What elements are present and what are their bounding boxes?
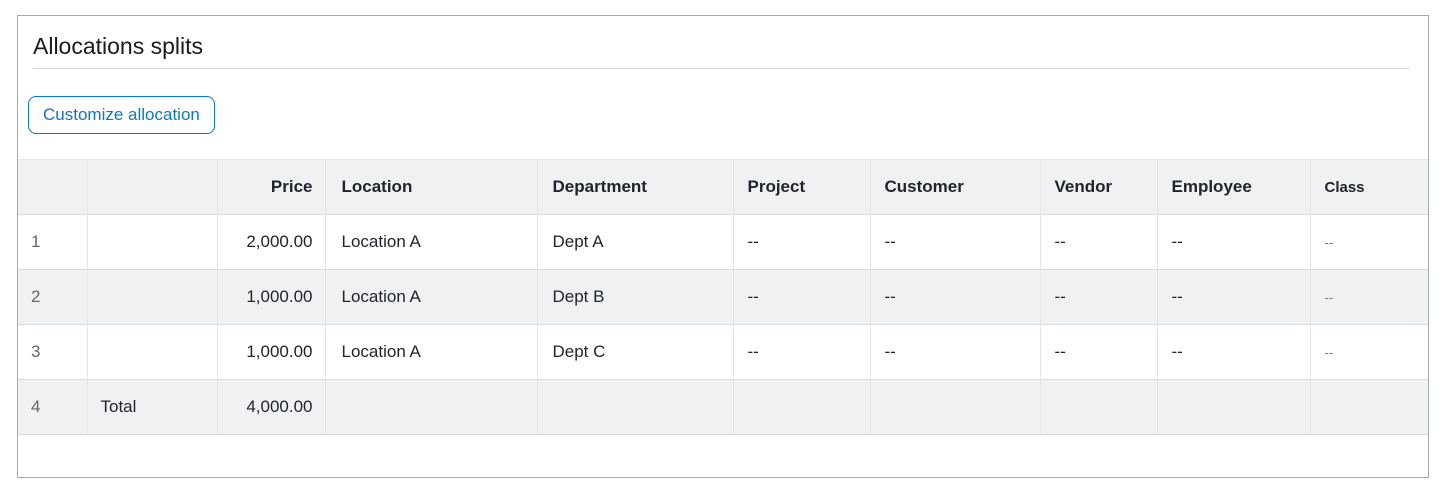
cell-project: --	[732, 324, 870, 380]
column-header-vendor: Vendor	[1039, 159, 1157, 215]
cell-employee: --	[1156, 269, 1310, 325]
cell-department: Dept C	[536, 324, 733, 380]
panel-header: Allocations splits	[18, 16, 1428, 60]
cell-price: 4,000.00	[216, 379, 325, 435]
cell-label	[86, 269, 217, 325]
customize-allocation-button[interactable]: Customize allocation	[28, 96, 215, 134]
cell-project	[732, 379, 870, 435]
column-header-class: Class	[1309, 159, 1428, 215]
column-header-department: Department	[536, 159, 733, 215]
cell-row_num: 3	[18, 324, 87, 380]
cell-class: --	[1309, 324, 1428, 380]
cell-row_num: 1	[18, 214, 87, 270]
cell-vendor	[1039, 379, 1157, 435]
table-row: 1 2,000.00 Location A Dept A -- -- -- -- --	[18, 214, 1428, 270]
cell-location: Location A	[324, 214, 537, 270]
cell-class: --	[1309, 269, 1428, 325]
table-header-row: Price Location Department Project Customer Ve…	[18, 159, 1428, 215]
column-header-project: Project	[732, 159, 870, 215]
allocations-splits-panel: Allocations splits Customize allocation …	[17, 15, 1429, 478]
total-row: 4 Total 4,000.00	[18, 379, 1428, 435]
column-header-row_num	[18, 159, 87, 215]
table-row: 2 1,000.00 Location A Dept B -- -- -- -- --	[18, 269, 1428, 325]
allocations-table: Price Location Department Project Customer Ve…	[18, 159, 1428, 435]
cell-project: --	[732, 269, 870, 325]
cell-employee: --	[1156, 214, 1310, 270]
cell-customer: --	[869, 324, 1040, 380]
cell-employee: --	[1156, 324, 1310, 380]
toolbar: Customize allocation	[28, 96, 1428, 134]
cell-label	[86, 214, 217, 270]
cell-price: 1,000.00	[216, 269, 325, 325]
cell-label: Total	[86, 379, 217, 435]
column-header-employee: Employee	[1156, 159, 1310, 215]
cell-location: Location A	[324, 324, 537, 380]
cell-customer: --	[869, 214, 1040, 270]
cell-department: Dept B	[536, 269, 733, 325]
cell-employee	[1156, 379, 1310, 435]
cell-row_num: 2	[18, 269, 87, 325]
cell-location: Location A	[324, 269, 537, 325]
table-header: Price Location Department Project Customer Ve…	[18, 159, 1428, 215]
page-title: Allocations splits	[33, 33, 204, 59]
cell-price: 1,000.00	[216, 324, 325, 380]
cell-customer	[869, 379, 1040, 435]
title-divider	[33, 68, 1410, 69]
column-header-customer: Customer	[869, 159, 1040, 215]
column-header-label	[86, 159, 217, 215]
cell-label	[86, 324, 217, 380]
column-header-location: Location	[324, 159, 537, 215]
table-row: 3 1,000.00 Location A Dept C -- -- -- -- --	[18, 324, 1428, 380]
cell-row_num: 4	[18, 379, 87, 435]
cell-vendor: --	[1039, 324, 1157, 380]
cell-vendor: --	[1039, 214, 1157, 270]
cell-class: --	[1309, 214, 1428, 270]
cell-department: Dept A	[536, 214, 733, 270]
cell-class	[1309, 379, 1428, 435]
cell-location	[324, 379, 537, 435]
cell-department	[536, 379, 733, 435]
cell-price: 2,000.00	[216, 214, 325, 270]
column-header-price: Price	[216, 159, 325, 215]
cell-customer: --	[869, 269, 1040, 325]
table-body: 1 2,000.00 Location A Dept A -- -- -- -- -- 2 1,00…	[18, 214, 1428, 435]
cell-vendor: --	[1039, 269, 1157, 325]
cell-project: --	[732, 214, 870, 270]
